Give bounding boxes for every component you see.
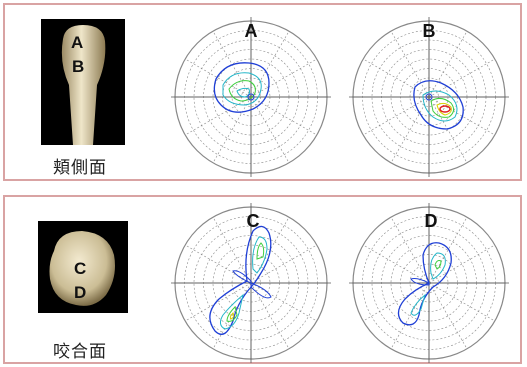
- grid-spoke: [250, 244, 317, 284]
- photo-letter-c: C: [74, 259, 87, 278]
- buccal-tooth-photo: A B: [41, 19, 125, 145]
- occlusal-panel: C D 咬合面 C D: [3, 195, 522, 364]
- grid-spoke: [250, 282, 290, 349]
- grid-spoke: [212, 217, 252, 284]
- grid-spoke: [428, 96, 468, 163]
- grid-spoke: [250, 58, 317, 98]
- grid-spoke: [428, 282, 468, 349]
- grid-spoke: [250, 282, 317, 322]
- photo-letter-b: B: [72, 57, 85, 76]
- grid-spoke: [185, 58, 252, 98]
- grid-spoke: [428, 58, 495, 98]
- plot-label-a: A: [244, 21, 258, 41]
- grid-spoke: [363, 244, 430, 284]
- grid-spoke: [250, 31, 290, 98]
- polar-plot-c: [171, 203, 331, 363]
- grid-spoke: [428, 217, 468, 284]
- grid-spoke: [390, 217, 430, 284]
- grid-spoke: [390, 282, 430, 349]
- plot-label-b: B: [422, 21, 436, 41]
- grid-spoke: [212, 96, 252, 163]
- buccal-view-label: 頬側面: [53, 158, 107, 178]
- grid-spoke: [428, 31, 468, 98]
- grid-spoke: [185, 96, 252, 136]
- grid-spoke: [185, 244, 252, 284]
- pole-contours-b: [413, 80, 464, 130]
- grid-spoke: [250, 96, 290, 163]
- polar-grid: [349, 203, 509, 363]
- pole-contours-d: [397, 242, 452, 326]
- polar-grid: [171, 17, 331, 177]
- grid-spoke: [185, 282, 252, 322]
- grid-spoke: [390, 31, 430, 98]
- grid-spoke: [363, 58, 430, 98]
- pole-contours-c: [209, 225, 272, 335]
- grid-spoke: [363, 96, 430, 136]
- grid-spoke: [212, 282, 252, 349]
- plot-label-d: D: [424, 211, 438, 231]
- photo-letter-d: D: [74, 283, 87, 302]
- occlusal-view-label: 咬合面: [53, 342, 107, 362]
- grid-spoke: [212, 31, 252, 98]
- plot-label-c: C: [246, 211, 260, 231]
- polar-plot-d: [349, 203, 509, 363]
- photo-letter-a: A: [71, 33, 84, 52]
- polar-plot-a: [171, 17, 331, 177]
- occlusal-tooth-photo: C D: [38, 221, 128, 313]
- polar-plot-b: [349, 17, 509, 177]
- buccal-panel: A B 頬側面 A B: [3, 3, 522, 181]
- pole-contours-a: [213, 62, 270, 113]
- grid-spoke: [428, 282, 495, 322]
- grid-spoke: [390, 96, 430, 163]
- grid-spoke: [428, 244, 495, 284]
